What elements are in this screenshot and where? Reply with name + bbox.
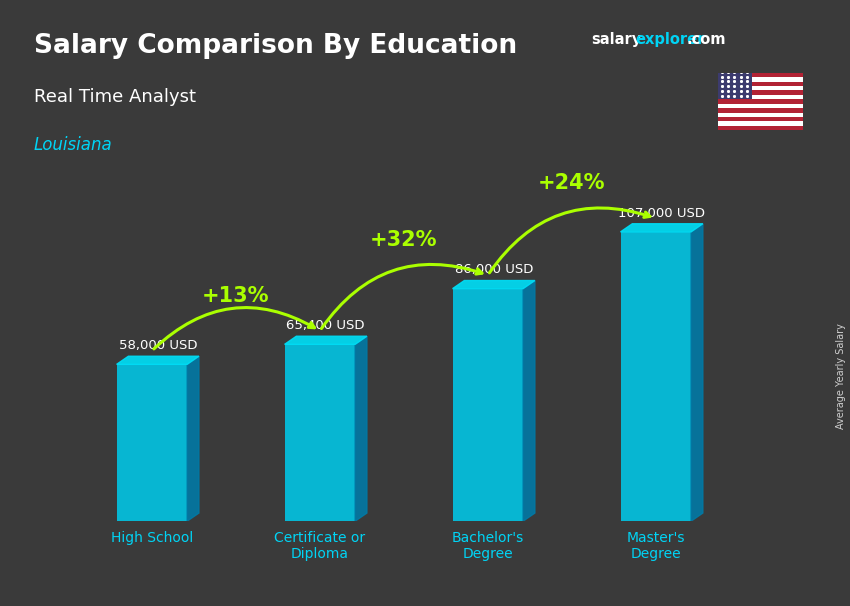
Polygon shape bbox=[620, 224, 703, 232]
Bar bbox=[116, 364, 187, 521]
Bar bbox=[285, 344, 355, 521]
Text: +24%: +24% bbox=[538, 173, 605, 193]
Text: salary: salary bbox=[591, 32, 641, 47]
Bar bbox=[718, 108, 803, 113]
Bar bbox=[718, 73, 752, 99]
Bar bbox=[718, 99, 803, 104]
Bar bbox=[452, 288, 523, 521]
Polygon shape bbox=[116, 356, 199, 364]
Polygon shape bbox=[187, 356, 199, 521]
Bar bbox=[718, 126, 803, 130]
Polygon shape bbox=[355, 336, 367, 521]
Text: Average Yearly Salary: Average Yearly Salary bbox=[836, 323, 846, 428]
Polygon shape bbox=[285, 336, 367, 344]
Text: 65,400 USD: 65,400 USD bbox=[286, 319, 365, 332]
Text: +13%: +13% bbox=[202, 285, 269, 305]
Text: +32%: +32% bbox=[370, 230, 438, 250]
Bar bbox=[718, 82, 803, 86]
Bar bbox=[718, 117, 803, 121]
Text: .com: .com bbox=[687, 32, 726, 47]
Bar bbox=[718, 113, 803, 117]
Bar bbox=[718, 73, 803, 77]
Polygon shape bbox=[523, 281, 535, 521]
Bar bbox=[718, 77, 803, 82]
Bar bbox=[718, 86, 803, 90]
Text: explorer: explorer bbox=[636, 32, 705, 47]
Bar bbox=[718, 104, 803, 108]
Text: Salary Comparison By Education: Salary Comparison By Education bbox=[34, 33, 517, 59]
Text: 86,000 USD: 86,000 USD bbox=[455, 264, 533, 276]
Bar bbox=[718, 121, 803, 126]
Polygon shape bbox=[691, 224, 703, 521]
Text: Louisiana: Louisiana bbox=[34, 136, 113, 155]
Text: 58,000 USD: 58,000 USD bbox=[118, 339, 197, 352]
Text: Real Time Analyst: Real Time Analyst bbox=[34, 88, 196, 106]
Polygon shape bbox=[452, 281, 535, 288]
Bar bbox=[718, 95, 803, 99]
Bar bbox=[620, 232, 691, 521]
Text: 107,000 USD: 107,000 USD bbox=[618, 207, 705, 220]
Bar bbox=[718, 90, 803, 95]
